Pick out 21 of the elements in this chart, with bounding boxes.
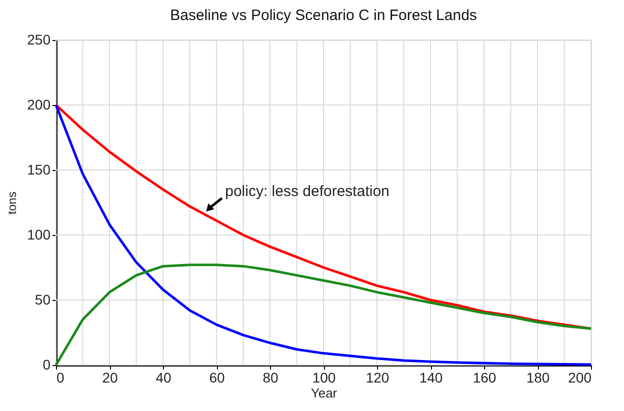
y-axis-title: tons (5, 192, 20, 214)
x-tick-label: 120 (366, 370, 390, 386)
chart-title: Baseline vs Policy Scenario C in Forest Lands (170, 7, 477, 24)
y-tick-label: 200 (27, 96, 51, 112)
y-tick-label: 50 (34, 292, 51, 308)
x-tick-label: 200 (568, 370, 592, 386)
x-tick-label: 0 (56, 370, 64, 386)
x-tick-label: 180 (526, 370, 550, 386)
x-tick-label: 80 (262, 370, 278, 386)
y-tick-label: 250 (27, 32, 51, 48)
x-tick-label: 40 (156, 370, 172, 386)
x-tick-label: 60 (209, 370, 225, 386)
x-tick-label: 100 (312, 370, 336, 386)
y-tick-label: 100 (27, 226, 51, 242)
x-axis-title: Year (310, 386, 338, 400)
y-tick-label: 150 (27, 162, 51, 178)
x-tick-label: 140 (419, 370, 443, 386)
x-tick-label: 20 (102, 370, 118, 386)
annotation: policy: less deforestation (225, 182, 390, 200)
y-tick-label: 0 (42, 356, 51, 372)
x-tick-label: 160 (472, 370, 496, 386)
